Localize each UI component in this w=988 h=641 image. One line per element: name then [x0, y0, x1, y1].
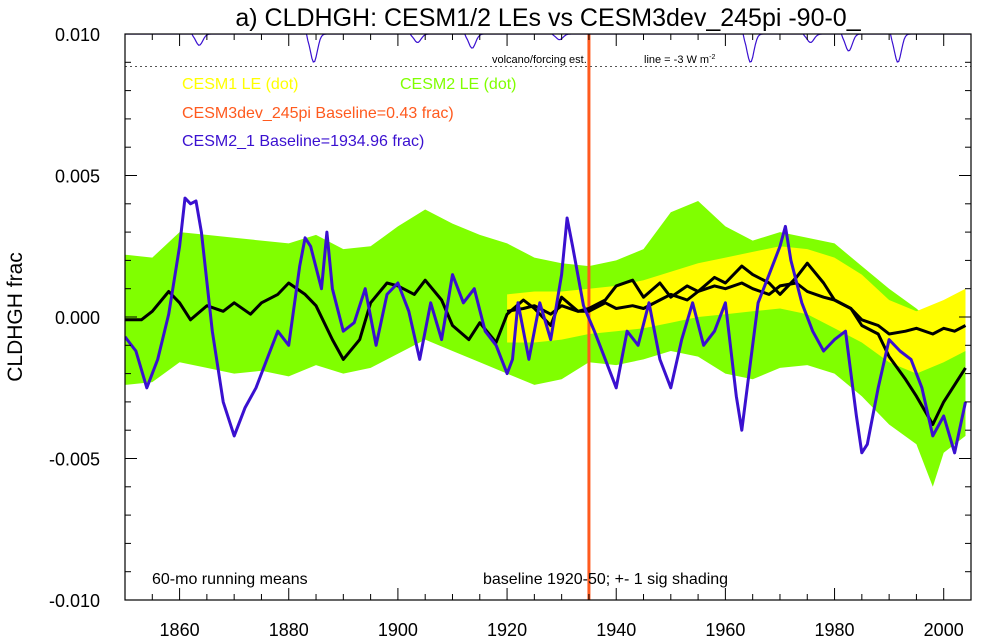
y-tick-label: -0.010: [49, 591, 100, 611]
baseline-note: baseline 1920-50; +- 1 sig shading: [483, 571, 728, 588]
legend-cesm3dev: CESM3dev_245pi Baseline=0.43 frac): [182, 105, 454, 122]
x-tick-label: 1860: [160, 620, 200, 640]
x-tick-label: 1920: [487, 620, 527, 640]
chart-title: a) CLDHGH: CESM1/2 LEs vs CESM3dev_245pi…: [235, 4, 861, 32]
cesm2-le-band: [125, 201, 966, 487]
volcano-line-label: line = -3 W m-2: [644, 54, 715, 66]
volcano-line-label-sup: -2: [709, 54, 715, 61]
legend-cesm2-1: CESM2_1 Baseline=1934.96 frac): [182, 133, 424, 150]
cesm2-1-line: [125, 196, 967, 455]
y-tick-label: -0.005: [49, 450, 100, 470]
legend-cesm1-le: CESM1 LE (dot): [182, 76, 298, 93]
cesm1-le-band: [507, 246, 966, 374]
volcano-forcing-group: [125, 34, 971, 68]
series-lines: [125, 196, 967, 455]
legend-cesm2-le: CESM2 LE (dot): [400, 76, 516, 93]
x-tick-label: 1960: [705, 620, 745, 640]
axes: 1860 1880 1900 1920 1940 1960 1980 2000 0.010 0.0…: [49, 25, 972, 640]
x-tick-label: 1940: [596, 620, 636, 640]
y-tick-label: 0.010: [55, 25, 100, 45]
volcano-label: volcano/forcing est.: [492, 54, 587, 66]
x-tick-label: 2000: [924, 620, 964, 640]
x-tick-label: 1900: [378, 620, 418, 640]
y-tick-label: 0.000: [55, 308, 100, 328]
y-tick-label: 0.005: [55, 167, 100, 187]
x-tick-label: 1980: [815, 620, 855, 640]
shading-bands: [125, 201, 966, 487]
cesm2-le-mean-line: [125, 261, 967, 426]
x-tick-label: 1880: [269, 620, 309, 640]
running-means-note: 60-mo running means: [152, 571, 308, 588]
y-axis-label: CLDHGH frac: [4, 252, 27, 382]
volcano-line-label-text: line = -3 W m: [644, 54, 709, 66]
